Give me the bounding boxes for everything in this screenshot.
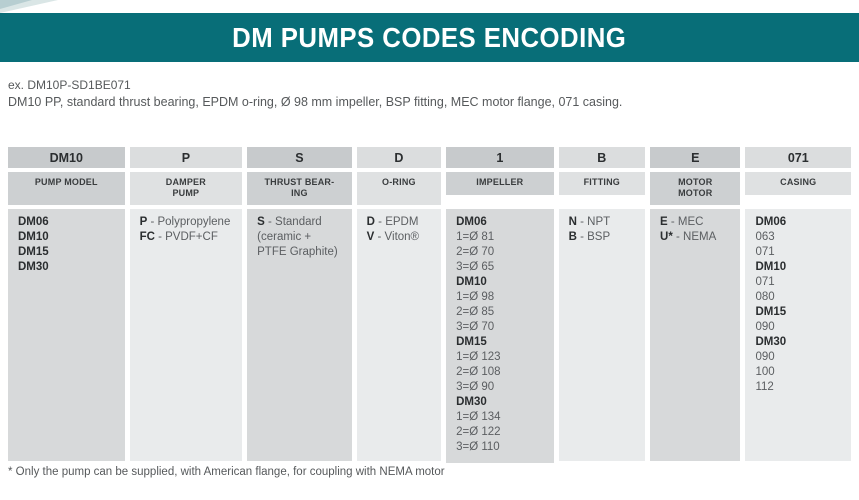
table-column: DM10 PUMP MODEL DM06 DM10 DM15 DM30 xyxy=(8,147,125,461)
column-body: D - EPDM V - Viton® xyxy=(356,209,442,461)
body-line: FC - PVDF+CF xyxy=(139,231,218,243)
body-line: B - BSP xyxy=(568,231,611,243)
body-line: DM15 xyxy=(755,306,787,318)
body-line: DM06 xyxy=(18,216,49,228)
table-column: B FITTING N - NPT B - BSP xyxy=(558,147,646,461)
body-line: 1=Ø 123 xyxy=(456,351,501,363)
column-code: E xyxy=(650,147,741,168)
column-label: MOTOR MOTOR xyxy=(650,172,741,205)
example-block: ex. DM10P-SD1BE071 DM10 PP, standard thr… xyxy=(8,78,851,109)
column-label: PUMP MODEL xyxy=(8,172,125,205)
body-line: 2=Ø 108 xyxy=(456,366,501,378)
column-body: DM06 DM10 DM15 DM30 xyxy=(8,209,125,461)
body-line: N - NPT xyxy=(568,216,611,228)
body-line: 112 xyxy=(755,381,774,393)
body-line: D - EPDM xyxy=(366,216,419,228)
body-line: DM15 xyxy=(456,336,487,348)
body-line: DM10 xyxy=(456,276,487,288)
table-column: 071 CASING DM06 063 071 DM10 071 080 DM15 090 DM30… xyxy=(745,147,851,461)
body-line: DM10 xyxy=(755,261,787,273)
body-line: DM30 xyxy=(755,336,787,348)
column-code: 071 xyxy=(745,147,851,168)
column-body: E - MEC U* - NEMA xyxy=(650,209,741,461)
example-description: DM10 PP, standard thrust bearing, EPDM o… xyxy=(8,95,623,109)
body-line: DM06 xyxy=(456,216,487,228)
body-line: 3=Ø 110 xyxy=(456,441,500,453)
body-line: 1=Ø 98 xyxy=(456,291,495,303)
body-line: 063 xyxy=(755,231,775,243)
table-column: D O-RING D - EPDM V - Viton® xyxy=(356,147,442,461)
column-body: N - NPT B - BSP xyxy=(558,209,646,461)
column-code: S xyxy=(247,147,352,168)
body-line: 071 xyxy=(755,246,775,258)
column-body: S - Standard (ceramic + PTFE Graphite) xyxy=(247,209,352,461)
column-body: DM06 1=Ø 81 2=Ø 70 3=Ø 65 DM10 1=Ø 98 2=Ø 85 3=… xyxy=(446,209,554,463)
column-code: B xyxy=(558,147,646,168)
column-code: DM10 xyxy=(8,147,125,168)
body-line: 1=Ø 81 xyxy=(456,231,495,243)
body-line: S - Standard xyxy=(257,216,322,228)
body-line: (ceramic + xyxy=(257,231,312,243)
body-line: 3=Ø 65 xyxy=(456,261,495,273)
body-line: DM15 xyxy=(18,246,49,258)
body-line: 3=Ø 90 xyxy=(456,381,495,393)
codes-table: DM10 PUMP MODEL DM06 DM10 DM15 DM30 P DAMPER PUM… xyxy=(8,147,851,463)
column-label: THRUST BEAR- ING xyxy=(247,172,352,205)
column-label: IMPELLER xyxy=(446,172,554,195)
body-line: P - Polypropylene xyxy=(139,216,231,228)
body-line: PTFE Graphite) xyxy=(257,246,338,258)
body-line: 090 xyxy=(755,351,775,363)
body-line: 3=Ø 70 xyxy=(456,321,495,333)
column-label: FITTING xyxy=(558,172,646,195)
example-code: ex. DM10P-SD1BE071 xyxy=(8,78,131,92)
body-line: 2=Ø 70 xyxy=(456,246,495,258)
body-line: 090 xyxy=(755,321,775,333)
body-line: E - MEC xyxy=(660,216,704,228)
body-line: U* - NEMA xyxy=(660,231,717,243)
body-line: 1=Ø 134 xyxy=(456,411,501,423)
table-column: P DAMPER PUMP P - Polypropylene FC - PVDF+CF xyxy=(129,147,243,461)
table-column: E MOTOR MOTOR E - MEC U* - NEMA xyxy=(650,147,741,461)
body-line: DM30 xyxy=(18,261,49,273)
table-column: S THRUST BEAR- ING S - Standard (ceramic + PT… xyxy=(247,147,352,461)
column-label: O-RING xyxy=(356,172,442,205)
body-line: 080 xyxy=(755,291,775,303)
column-body: P - Polypropylene FC - PVDF+CF xyxy=(129,209,243,461)
footnote: * Only the pump can be supplied, with Am… xyxy=(8,466,445,478)
column-code: D xyxy=(356,147,442,168)
body-line: 2=Ø 85 xyxy=(456,306,495,318)
body-line: 071 xyxy=(755,276,775,288)
body-line: 100 xyxy=(755,366,775,378)
column-body: DM06 063 071 DM10 071 080 DM15 090 DM30 090 100 112 xyxy=(745,209,851,461)
body-line: DM10 xyxy=(18,231,49,243)
column-label: CASING xyxy=(745,172,851,195)
column-code: 1 xyxy=(446,147,554,168)
column-code: P xyxy=(129,147,243,168)
body-line: V - Viton® xyxy=(366,231,420,243)
body-line: DM06 xyxy=(755,216,787,228)
title-bar: DM PUMPS CODES ENCODING xyxy=(0,13,859,62)
body-line: 2=Ø 122 xyxy=(456,426,501,438)
page-title: DM PUMPS CODES ENCODING xyxy=(232,21,627,53)
body-line: DM30 xyxy=(456,396,487,408)
column-label: DAMPER PUMP xyxy=(129,172,243,205)
table-column: 1 IMPELLER DM06 1=Ø 81 2=Ø 70 3=Ø 65 DM10 1=Ø 9… xyxy=(446,147,554,463)
corner-decoration-accent xyxy=(0,0,32,9)
